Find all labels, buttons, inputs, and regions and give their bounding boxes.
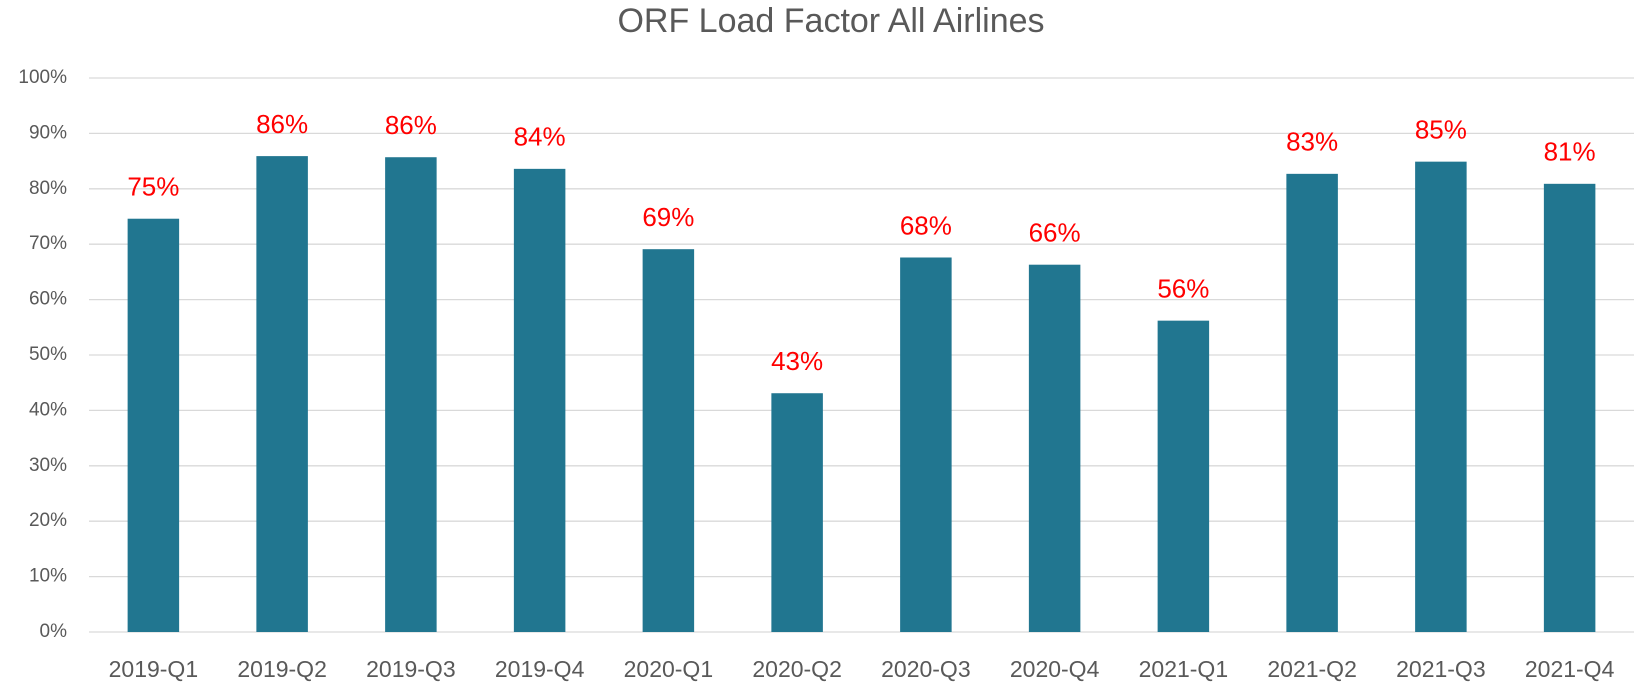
x-tick-label: 2019-Q4 [495,656,585,682]
x-tick-label: 2019-Q1 [109,656,199,682]
x-tick-label: 2021-Q1 [1139,656,1229,682]
x-tick-label: 2021-Q4 [1525,656,1615,682]
y-tick-label: 0% [40,621,68,642]
y-tick-label: 30% [29,455,67,476]
bar [1286,173,1338,633]
bar [642,249,695,632]
value-label: 86% [256,109,308,139]
value-label: 81% [1544,137,1596,167]
y-tick-label: 70% [29,233,67,254]
bar [385,157,437,633]
value-label: 68% [900,210,952,240]
x-tick-label: 2020-Q4 [1010,656,1100,682]
y-tick-label: 60% [29,289,67,310]
x-tick-label: 2021-Q2 [1267,656,1357,682]
y-tick-label: 100% [18,67,67,88]
bar [1543,183,1596,632]
y-tick-label: 50% [29,344,67,365]
value-label: 75% [127,172,179,202]
value-label: 85% [1415,115,1467,145]
value-label: 66% [1029,218,1081,248]
x-tick-label: 2019-Q2 [237,656,327,682]
value-label: 56% [1157,274,1209,304]
x-tick-label: 2021-Q3 [1396,656,1486,682]
y-tick-label: 80% [29,178,67,199]
bar [127,218,180,632]
x-tick-label: 2019-Q3 [366,656,456,682]
bar [513,168,566,632]
chart-title: ORF Load Factor All Airlines [617,2,1044,40]
value-label: 43% [771,346,823,376]
y-tick-label: 20% [29,510,67,531]
value-label: 69% [642,202,694,232]
x-tick-label: 2020-Q2 [752,656,842,682]
bar [256,156,308,632]
bar [1157,320,1210,632]
bar [900,257,952,632]
value-label: 83% [1286,127,1338,157]
y-tick-label: 90% [29,122,67,143]
y-tick-label: 10% [29,566,67,587]
value-label: 86% [385,110,437,140]
y-tick-label: 40% [29,399,67,420]
bar [771,393,823,632]
x-tick-label: 2020-Q1 [624,656,714,682]
x-tick-label: 2020-Q3 [881,656,971,682]
value-label: 84% [514,122,566,152]
bar [1028,264,1081,632]
bar [1415,161,1467,633]
